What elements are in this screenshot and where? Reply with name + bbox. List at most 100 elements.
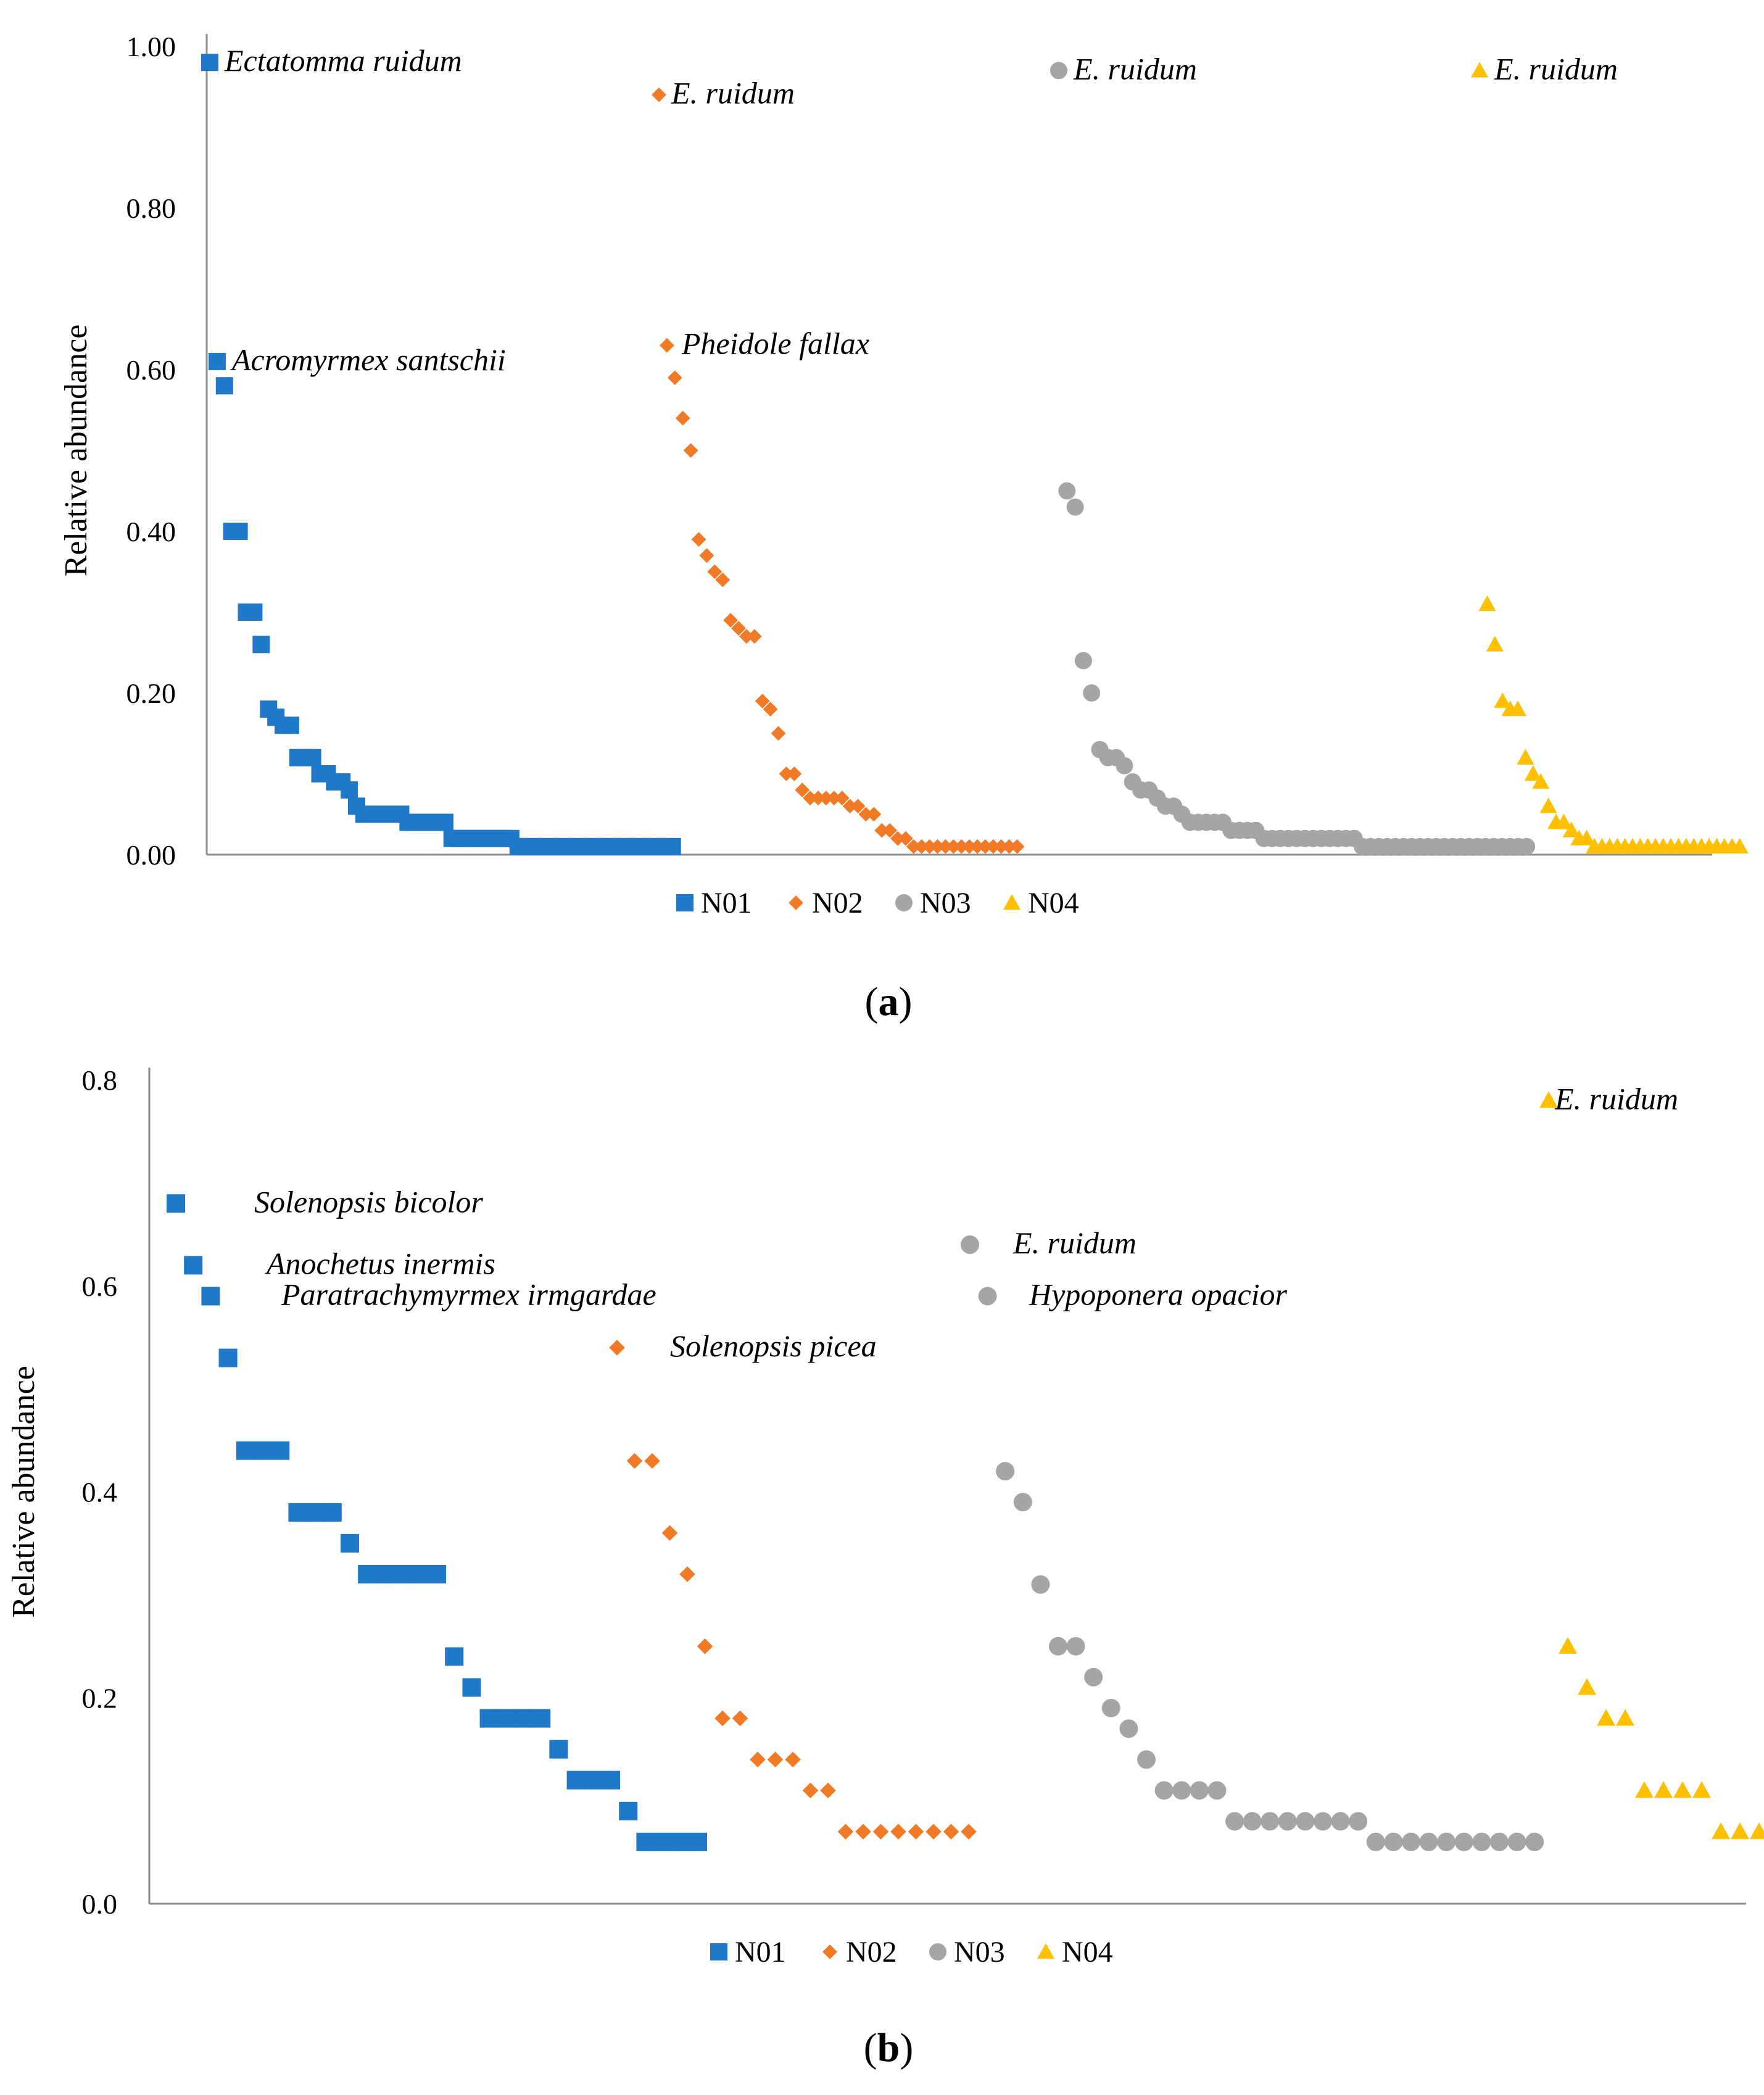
data-point-n02 — [763, 702, 778, 717]
data-point-n02 — [855, 1823, 871, 1840]
legend-marker-n04 — [1037, 1943, 1054, 1959]
data-point-n02 — [930, 839, 945, 854]
chart-panel-b: 0.0 0.2 0.4 0.6 0.8 Relative abundance Solen… — [6, 1064, 1764, 2070]
annotation-label: Solenopsis picea — [670, 1329, 877, 1363]
data-point-n04 — [1578, 829, 1596, 845]
data-point-n03 — [1101, 1698, 1120, 1717]
data-point-n01 — [445, 1647, 464, 1666]
panel-label-b: (b) — [864, 2025, 914, 2070]
data-point-n01 — [653, 1832, 673, 1851]
data-point-n04 — [1578, 1678, 1596, 1695]
data-point-n02 — [691, 532, 706, 547]
data-point-n03 — [996, 1462, 1015, 1481]
data-point-n02 — [962, 839, 977, 854]
data-point-n01 — [479, 1709, 499, 1728]
annotation-label: Solenopsis bicolor — [254, 1184, 483, 1219]
data-point-n01 — [549, 1740, 568, 1759]
y-tick-label: 0.20 — [126, 678, 176, 709]
annotation-label: E. ruidum — [1494, 51, 1618, 86]
data-point-n02 — [626, 1453, 643, 1469]
data-point-n02 — [715, 572, 731, 587]
data-point-n03 — [1066, 498, 1084, 516]
y-tick-label: 0.6 — [82, 1271, 118, 1302]
annotation-label: Pheidole fallax — [681, 326, 869, 361]
data-point-n01 — [428, 1565, 446, 1583]
data-point-n02 — [750, 1751, 766, 1768]
data-point-n03 — [1049, 1637, 1067, 1656]
data-point-n04 — [1692, 1781, 1711, 1798]
data-point-n03 — [1261, 1812, 1280, 1831]
legend-marker-n03 — [895, 894, 913, 911]
data-point-n03 — [1525, 1832, 1544, 1851]
data-point-n02 — [785, 1751, 801, 1768]
data-point-n02 — [954, 839, 969, 854]
legend-marker-n04 — [1003, 894, 1021, 910]
data-point-n02 — [946, 839, 961, 854]
data-point-n03 — [1296, 1812, 1315, 1831]
data-point-n02 — [819, 790, 834, 806]
data-point-n04 — [1731, 837, 1749, 854]
legend-a: N01 N02 N03 N04 — [676, 887, 1079, 919]
data-point-n03 — [1066, 1637, 1085, 1656]
data-point-n01 — [462, 1678, 481, 1697]
data-point-n02 — [985, 839, 1001, 854]
data-point-n01 — [281, 716, 299, 734]
data-point-n01 — [663, 837, 681, 855]
data-point-n02 — [697, 1638, 713, 1654]
legend-label-n01: N01 — [735, 1936, 786, 1968]
data-point-n01 — [358, 1565, 377, 1583]
data-point-n02 — [714, 1710, 731, 1727]
data-point-n03 — [1402, 1832, 1420, 1851]
data-point-n04 — [1654, 1781, 1673, 1798]
data-point-n03 — [1190, 1781, 1209, 1800]
data-point-n02 — [826, 790, 842, 806]
data-point-n04 — [1539, 797, 1557, 813]
annotation-label: E. ruidum — [1073, 51, 1197, 86]
data-point-n02 — [652, 87, 666, 102]
data-point-n01 — [288, 1503, 307, 1522]
y-tick-labels-a: 0.00 0.20 0.40 0.60 0.80 1.00 — [126, 31, 176, 871]
data-point-n04 — [1486, 636, 1504, 652]
data-point-n01 — [254, 1441, 272, 1460]
data-point-n03 — [1154, 1781, 1174, 1800]
data-point-n02 — [906, 839, 921, 854]
data-point-n02 — [834, 790, 850, 806]
y-tick-label: 0.60 — [126, 354, 176, 386]
data-point-n02 — [699, 548, 714, 563]
data-point-n04 — [1471, 62, 1488, 78]
data-point-n03 — [1084, 1667, 1103, 1686]
data-point-n02 — [803, 790, 818, 806]
legend-marker-n03 — [929, 1943, 946, 1960]
data-point-n03 — [978, 1287, 997, 1306]
data-point-n01 — [375, 1565, 394, 1583]
data-point-n01 — [410, 1565, 429, 1583]
data-point-n02 — [667, 370, 682, 385]
data-point-n02 — [683, 443, 698, 458]
data-point-n02 — [811, 790, 826, 806]
data-point-n03 — [1119, 1719, 1138, 1738]
panel-label-a: (a) — [865, 979, 913, 1024]
data-point-n03 — [1507, 1832, 1526, 1851]
data-point-n01 — [236, 1441, 255, 1460]
legend-marker-n02 — [822, 1944, 837, 1959]
data-point-n01 — [436, 813, 453, 831]
data-point-n03 — [1074, 652, 1092, 670]
data-point-n02 — [898, 831, 913, 846]
data-point-n02 — [961, 1823, 977, 1840]
data-point-n02 — [866, 807, 882, 822]
legend-label-n04: N04 — [1028, 887, 1079, 919]
data-point-n03 — [1225, 1812, 1244, 1831]
legend-label-n02: N02 — [812, 887, 863, 919]
data-point-n02 — [978, 839, 993, 854]
legend-label-n03: N03 — [920, 887, 971, 919]
data-point-n02 — [755, 694, 770, 708]
annotation-label: Anochetus inermis — [265, 1246, 495, 1280]
y-tick-label: 0.8 — [82, 1064, 118, 1096]
y-tick-label: 0.0 — [82, 1888, 118, 1920]
data-point-n01 — [305, 1503, 325, 1522]
data-point-n04 — [1478, 595, 1496, 612]
data-point-n04 — [1750, 1822, 1764, 1840]
data-point-n02 — [874, 823, 890, 838]
data-point-n02 — [1001, 839, 1017, 854]
data-point-n04 — [1635, 1781, 1654, 1798]
